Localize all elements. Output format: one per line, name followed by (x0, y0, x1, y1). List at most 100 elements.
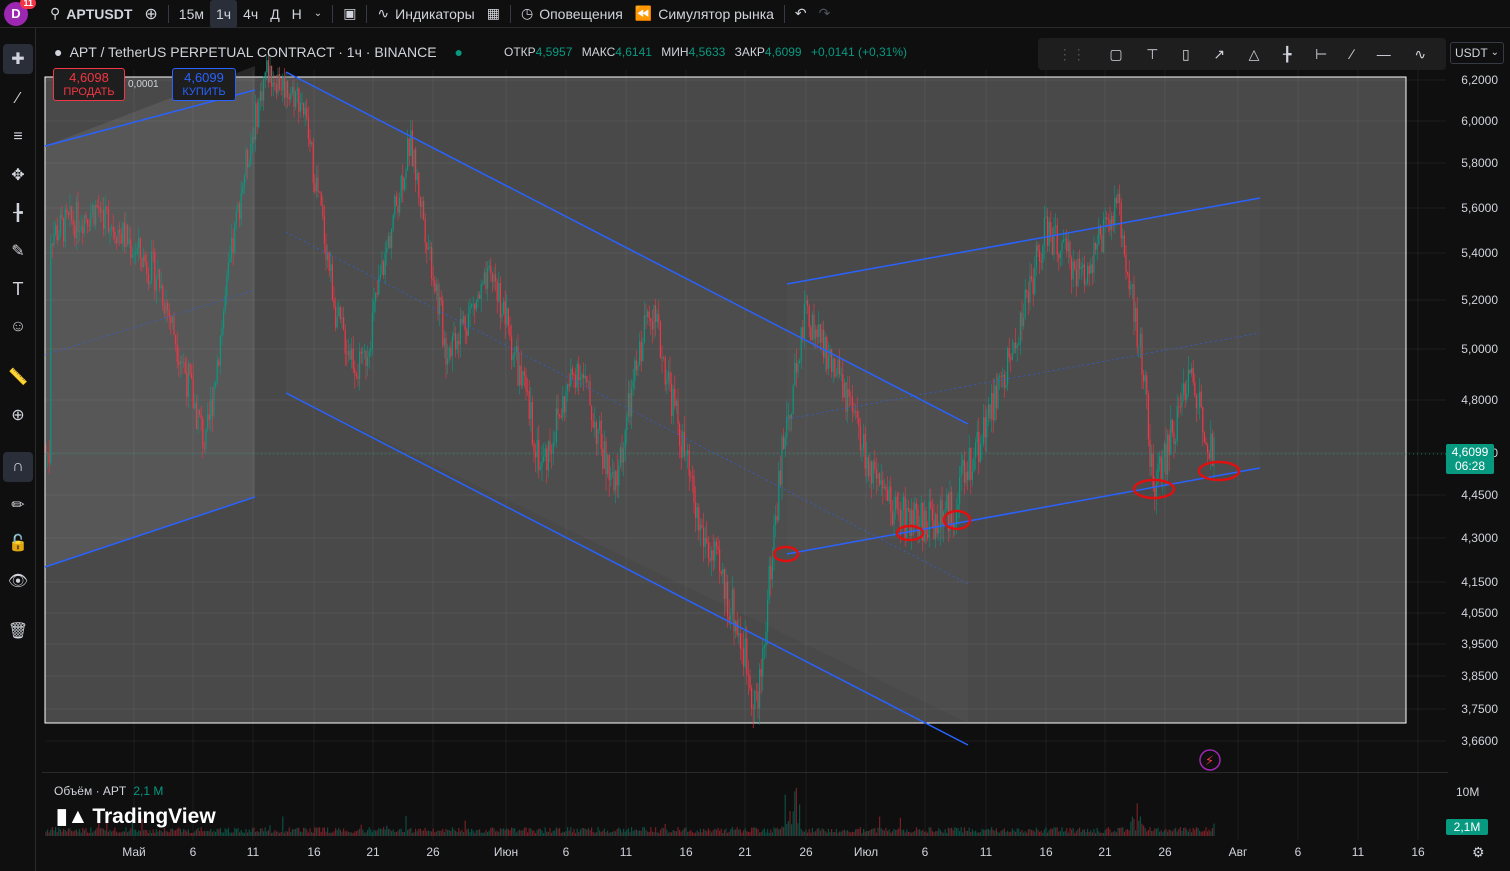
volume-bar (56, 832, 58, 836)
volume-bar (299, 831, 301, 836)
long-position-icon[interactable]: ╊ (1283, 45, 1292, 62)
volume-bar (155, 829, 157, 836)
candle-body (435, 284, 437, 292)
xabcd-pattern-icon[interactable]: △ (1248, 45, 1260, 62)
parallel-channel-icon[interactable]: ▯ (1182, 45, 1190, 62)
candle-body (570, 368, 572, 386)
timeframe-15m[interactable]: 15м (178, 5, 204, 22)
candle-body (77, 201, 79, 233)
pitchfork-icon[interactable]: ⊤ (1146, 45, 1159, 62)
candle-body (325, 243, 327, 261)
volume-bar (1015, 831, 1017, 836)
path-icon[interactable]: ∿ (1414, 45, 1427, 62)
volume-bar (211, 832, 213, 836)
candle-body (331, 264, 333, 300)
pattern-tool[interactable]: ✥ (3, 160, 33, 190)
candle-body (1187, 369, 1189, 394)
volume-label[interactable]: Объём · APT (54, 784, 127, 798)
volume-bar (815, 831, 817, 836)
tradingview-logo[interactable]: ▮▲ TradingView (56, 804, 216, 829)
candle-body (511, 336, 513, 360)
touch-marker (772, 545, 800, 563)
buy-button[interactable]: 4,6099 КУПИТЬ (172, 68, 236, 101)
ray-icon[interactable]: ↗ (1213, 45, 1226, 62)
legend-title[interactable]: APT / TetherUS PERPETUAL CONTRACT · 1ч ·… (69, 44, 437, 60)
magnet-tool[interactable]: ∩ (3, 452, 33, 482)
measure-tool[interactable]: 📏 (3, 362, 33, 392)
timeframe-day[interactable]: Д (270, 5, 280, 22)
timeframe-week[interactable]: Н (291, 5, 302, 22)
forecast-tool[interactable]: ╊ (3, 198, 33, 228)
volume-bar (386, 825, 388, 836)
candle-body (221, 328, 223, 336)
candle-body (802, 327, 804, 339)
candle-body (96, 205, 98, 207)
sell-button[interactable]: 4,6098 ПРОДАТЬ (53, 68, 125, 101)
hide-drawings-tool[interactable]: 👁 (3, 566, 33, 596)
layouts-button[interactable]: ▦ (481, 0, 506, 28)
candle-body (1034, 267, 1036, 294)
candle-body (981, 443, 983, 445)
volume-bar (335, 828, 337, 836)
trend-line-icon[interactable]: ∕ (1350, 46, 1354, 62)
drag-handle-icon[interactable]: ⋮⋮ (1057, 45, 1086, 62)
fib-tool[interactable]: ≡ (3, 122, 33, 152)
lock-drawings-tool[interactable]: 🔓 (3, 528, 33, 558)
bar-countdown: 06:28 (1454, 459, 1486, 473)
timeframe-4h[interactable]: 4ч (243, 5, 259, 22)
redo-button[interactable]: ↷ (813, 0, 837, 28)
stay-in-drawing-tool[interactable]: ✏ (3, 490, 33, 520)
crosshair-tool[interactable]: ✚ (3, 44, 33, 74)
chart-type-button[interactable]: ▣ (337, 0, 362, 28)
candle-body (650, 318, 652, 322)
volume-bar (173, 830, 175, 836)
price-axis[interactable]: 6,2000 6,0000 5,8000 5,6000 5,4000 5,2000 5,00… (1448, 36, 1510, 844)
volume-bar (1136, 803, 1138, 836)
trendline-tool[interactable]: ∕ (3, 84, 33, 114)
time-axis-label: 16 (307, 845, 321, 859)
undo-button[interactable]: ↶ (789, 0, 813, 28)
date-range-icon[interactable]: ⊢ (1315, 45, 1328, 62)
candle-body (631, 387, 633, 417)
volume-bar (819, 830, 821, 836)
compare-button[interactable]: ⊕ (138, 0, 163, 28)
text-tool[interactable]: T (3, 274, 33, 304)
replay-button[interactable]: ⏪ Симулятор рынка (629, 0, 780, 28)
volume-bar (807, 832, 809, 836)
volume-bar (800, 828, 802, 836)
user-avatar[interactable]: D 11 (4, 0, 36, 26)
remove-drawings-tool[interactable]: 🗑 (3, 616, 33, 646)
candle-body (925, 510, 927, 535)
volume-bar (739, 829, 741, 836)
icon-tool[interactable]: ☺ (3, 312, 33, 342)
time-axis-label: 11 (619, 845, 633, 859)
indicators-button[interactable]: ∿ Индикаторы (371, 0, 480, 28)
volume-bar (1013, 830, 1015, 836)
close-label: ЗАКР (734, 45, 765, 59)
volume-bar (114, 827, 116, 836)
horizontal-line-icon[interactable]: — (1376, 46, 1391, 62)
volume-bar (669, 831, 671, 836)
candle-body (1013, 342, 1015, 353)
volume-bar (557, 828, 559, 836)
time-axis[interactable]: Май 6 11 16 21 26 Июн 6 11 16 21 26 Июл 6 11 16 21 26 Авг 6… (42, 843, 1448, 863)
channel-3-upper (786, 197, 1261, 285)
settings-gear[interactable]: ⚙ (1472, 844, 1485, 861)
zoom-tool[interactable]: ⊕ (3, 400, 33, 430)
lightning-indicator[interactable] (1199, 749, 1221, 771)
timeframe-dropdown[interactable]: ⌄ (308, 0, 328, 28)
brush-tool[interactable]: ✎ (3, 236, 33, 266)
alerts-button[interactable]: ◷ Оповещения (515, 0, 629, 28)
rectangle-icon[interactable]: ▢ (1109, 45, 1123, 62)
currency-select[interactable]: USDT ⌄ (1450, 42, 1504, 64)
candle-body (1098, 225, 1100, 245)
volume-bar (1210, 831, 1212, 836)
symbol-search-button[interactable]: ⚲ APTUSDT (44, 0, 138, 28)
volume-bar (1200, 831, 1202, 836)
candle-body (59, 214, 61, 235)
volume-bar (218, 829, 220, 836)
timeframe-1h[interactable]: 1ч (210, 0, 238, 28)
volume-bar (759, 832, 761, 836)
volume-bar (984, 830, 986, 836)
